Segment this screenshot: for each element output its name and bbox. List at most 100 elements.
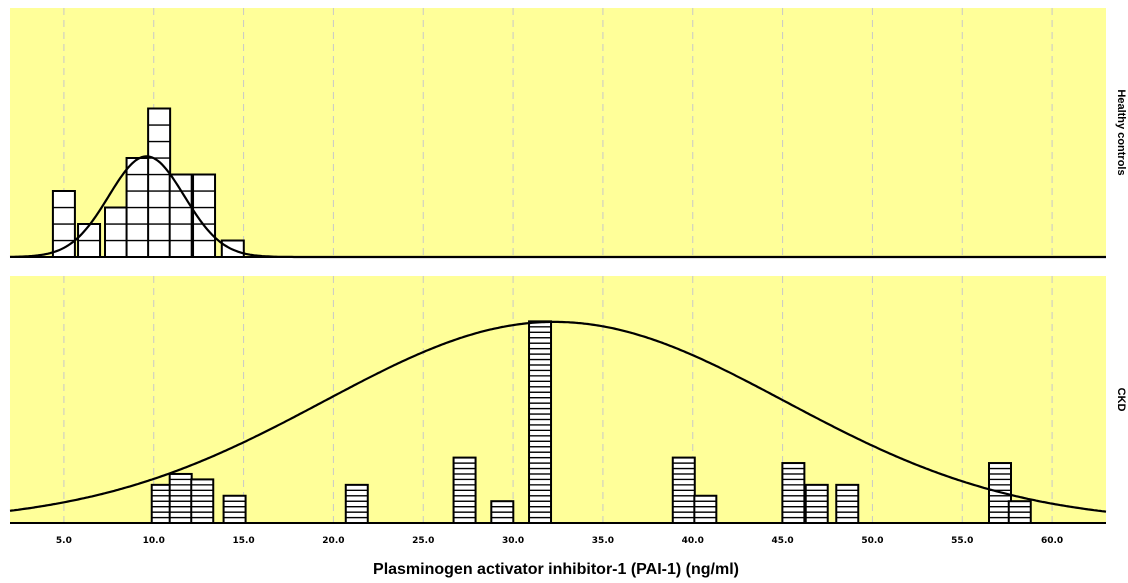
histogram-box: [169, 223, 193, 242]
histogram-box: [345, 511, 369, 519]
histogram-bar: [192, 173, 217, 258]
histogram-box: [147, 173, 171, 192]
histogram-box: [781, 489, 806, 497]
histogram-box: [528, 402, 552, 410]
histogram-box: [169, 511, 193, 519]
histogram-box: [345, 505, 369, 513]
histogram-box: [169, 500, 193, 508]
histogram-box: [77, 239, 101, 258]
histogram-box: [528, 407, 552, 415]
histogram-box: [52, 206, 76, 225]
histogram-box: [528, 462, 552, 470]
histogram-box: [104, 223, 128, 242]
histogram-box: [528, 495, 552, 502]
histogram-box: [125, 223, 150, 242]
histogram-box: [528, 353, 552, 361]
histogram-box: [452, 473, 477, 481]
histogram-box: [672, 500, 696, 508]
x-axis-label: Plasminogen activator inhibitor-1 (PAI-1…: [373, 561, 739, 578]
histogram-box: [672, 484, 696, 491]
histogram-bar: [344, 483, 369, 525]
x-tick-label: 55.0: [951, 536, 973, 546]
histogram-box: [988, 473, 1012, 481]
histogram-box: [125, 173, 150, 192]
x-tick-label: 5.0: [56, 536, 72, 546]
histogram-bar: [804, 483, 829, 525]
histogram-box: [805, 505, 829, 513]
histogram-bar: [147, 107, 172, 258]
x-tick-label: 15.0: [232, 536, 254, 546]
histogram-box: [452, 495, 477, 502]
histogram-box: [490, 505, 514, 513]
histogram-box: [528, 440, 552, 448]
histogram-box: [147, 140, 171, 159]
histogram-box: [528, 424, 552, 431]
histogram-box: [190, 489, 214, 497]
histogram-box: [835, 505, 859, 513]
histogram-box: [528, 396, 552, 404]
histogram-box: [528, 435, 552, 442]
histogram-box: [672, 467, 696, 475]
histogram-box: [528, 342, 552, 350]
histogram-box: [104, 239, 128, 258]
histogram-box: [147, 124, 171, 143]
normal-curve: [9, 320, 1107, 513]
histogram-box: [192, 190, 216, 209]
histogram-box: [805, 489, 829, 497]
x-tick-label: 20.0: [322, 536, 344, 546]
histogram-box: [672, 505, 696, 513]
histogram-box: [528, 358, 552, 366]
histogram-box: [988, 500, 1012, 508]
histogram-box: [452, 505, 477, 513]
histogram-bar: [781, 462, 806, 524]
histogram-box: [190, 484, 214, 491]
histogram-box: [528, 473, 552, 481]
histogram-box: [147, 107, 171, 126]
histogram-box: [169, 505, 193, 513]
histogram-box: [672, 473, 696, 481]
histogram-box: [835, 495, 859, 502]
histogram-box: [147, 206, 171, 225]
x-tick-label: 35.0: [592, 536, 614, 546]
histogram-box: [169, 495, 193, 502]
histogram-box: [528, 467, 552, 475]
histogram-box: [528, 391, 552, 399]
histogram-bar: [168, 472, 193, 525]
histogram-box: [693, 500, 717, 508]
x-tick-label: 30.0: [502, 536, 524, 546]
histogram-box: [781, 500, 806, 508]
histogram-box: [452, 489, 477, 497]
histogram-box: [125, 206, 150, 225]
histogram-box: [528, 511, 552, 519]
histogram-box: [781, 505, 806, 513]
histogram-box: [1008, 511, 1032, 519]
histogram-box: [835, 489, 859, 497]
histogram-box: [672, 511, 696, 519]
histogram-box: [528, 489, 552, 497]
histogram-box: [345, 495, 369, 502]
x-tick-label: 45.0: [771, 536, 793, 546]
histogram-box: [528, 380, 552, 388]
histogram-box: [835, 500, 859, 508]
x-tick-label: 25.0: [412, 536, 434, 546]
histogram-box: [147, 239, 171, 258]
histogram-box: [125, 190, 150, 209]
histogram-box: [781, 478, 806, 486]
histogram-bar: [528, 320, 553, 524]
histogram-box: [528, 446, 552, 453]
histogram-box: [672, 462, 696, 470]
histogram-box: [528, 326, 552, 333]
histogram-box: [781, 495, 806, 502]
histogram-box: [452, 500, 477, 508]
x-tick-label: 50.0: [861, 536, 883, 546]
histogram-box: [490, 511, 514, 519]
x-tick-label: 10.0: [143, 536, 165, 546]
histogram-box: [192, 239, 216, 258]
histogram-box: [988, 505, 1012, 513]
histogram-box: [104, 206, 128, 225]
histogram-box: [528, 505, 552, 513]
histogram-box: [52, 190, 76, 209]
histogram-box: [452, 484, 477, 491]
histogram-box: [835, 511, 859, 519]
